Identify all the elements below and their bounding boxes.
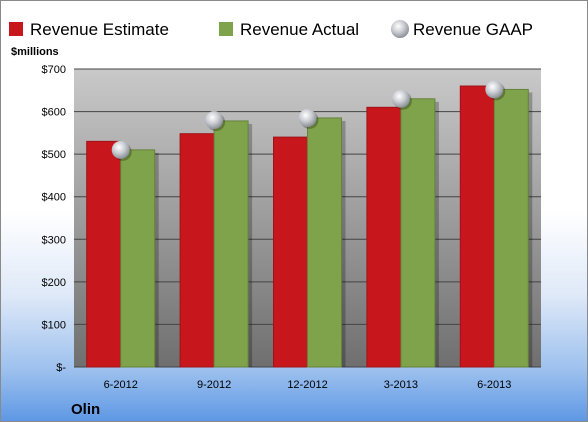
x-tick-label: 6-2013 [477, 379, 511, 391]
legend: Revenue Estimate Revenue Actual Revenue GA… [9, 20, 533, 39]
y-tick-label: $100 [42, 319, 66, 331]
legend-label: Revenue Actual [240, 20, 359, 39]
bars [86, 85, 533, 368]
revenue-estimate-bar [273, 136, 308, 368]
y-tick-label: $200 [42, 277, 66, 289]
legend-label: Revenue Estimate [30, 20, 169, 39]
y-axis: $- $100 $200 $300 $400 $500 $600 $700 [42, 64, 67, 374]
revenue-actual-bar [400, 98, 436, 368]
y-unit-label: $millions [11, 46, 59, 58]
x-tick-label: 3-2013 [384, 379, 418, 391]
revenue-gaap-marker [391, 89, 410, 108]
y-tick-label: $- [56, 362, 66, 374]
legend-label: Revenue GAAP [413, 20, 533, 39]
revenue-gaap-marker [205, 111, 224, 130]
revenue-actual-swatch [219, 22, 233, 36]
revenue-actual-bar [120, 149, 156, 368]
revenue-estimate-bar [366, 106, 402, 368]
y-tick-label: $400 [42, 192, 66, 204]
y-tick-label: $600 [42, 107, 66, 119]
y-tick-label: $700 [42, 64, 66, 76]
x-axis: 6-2012 9-2012 12-2012 3-2013 6-2013 [104, 379, 512, 391]
company-label: Olin [71, 401, 100, 418]
revenue-actual-bar [493, 88, 529, 368]
revenue-actual-bar [307, 117, 342, 368]
revenue-estimate-bar [459, 85, 495, 368]
revenue-gaap-marker [111, 140, 130, 159]
x-tick-label: 12-2012 [287, 379, 327, 391]
gaap-markers [111, 80, 506, 161]
revenue-gaap-swatch [391, 20, 409, 38]
revenue-gaap-marker [485, 80, 504, 99]
revenue-estimate-bar [86, 140, 122, 368]
revenue-gaap-marker [298, 108, 317, 127]
revenue-estimate-swatch [9, 22, 23, 36]
revenue-actual-bar [213, 120, 249, 368]
revenue-estimate-bar [179, 133, 215, 368]
x-tick-label: 9-2012 [197, 379, 231, 391]
x-tick-label: 6-2012 [104, 379, 138, 391]
y-tick-label: $500 [42, 149, 66, 161]
y-tick-label: $300 [42, 234, 66, 246]
